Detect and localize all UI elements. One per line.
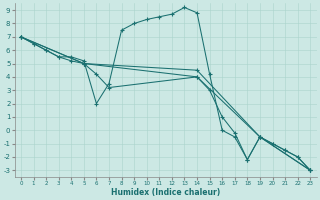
X-axis label: Humidex (Indice chaleur): Humidex (Indice chaleur) <box>111 188 220 197</box>
